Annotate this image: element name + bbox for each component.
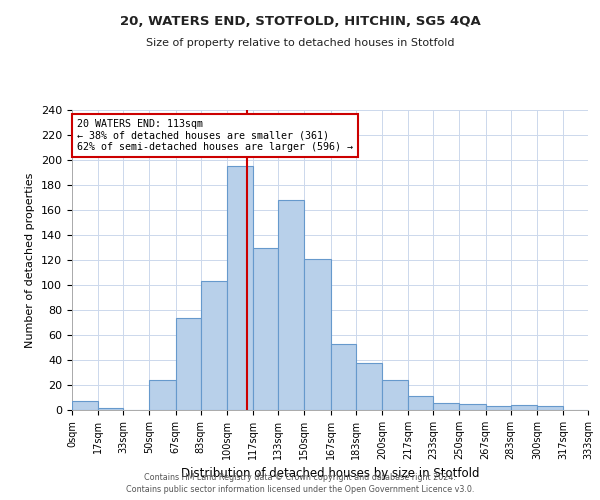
Bar bbox=[98, 408, 123, 410]
Bar bbox=[149, 380, 176, 410]
Bar bbox=[486, 406, 511, 410]
Bar bbox=[537, 406, 563, 410]
Y-axis label: Number of detached properties: Number of detached properties bbox=[25, 172, 35, 348]
Text: Contains public sector information licensed under the Open Government Licence v3: Contains public sector information licen… bbox=[126, 486, 474, 494]
Bar bbox=[200, 281, 227, 410]
Bar bbox=[176, 318, 200, 410]
Bar bbox=[304, 259, 331, 410]
Text: Contains HM Land Registry data © Crown copyright and database right 2024.: Contains HM Land Registry data © Crown c… bbox=[144, 473, 456, 482]
Bar bbox=[72, 401, 98, 410]
Bar bbox=[356, 362, 382, 410]
Bar bbox=[511, 405, 537, 410]
Bar bbox=[460, 404, 486, 410]
Bar bbox=[227, 166, 253, 410]
Bar bbox=[408, 396, 433, 410]
Text: 20, WATERS END, STOTFOLD, HITCHIN, SG5 4QA: 20, WATERS END, STOTFOLD, HITCHIN, SG5 4… bbox=[119, 15, 481, 28]
Text: 20 WATERS END: 113sqm
← 38% of detached houses are smaller (361)
62% of semi-det: 20 WATERS END: 113sqm ← 38% of detached … bbox=[77, 118, 353, 152]
Bar bbox=[278, 200, 304, 410]
X-axis label: Distribution of detached houses by size in Stotfold: Distribution of detached houses by size … bbox=[181, 468, 479, 480]
Bar bbox=[433, 402, 460, 410]
Bar bbox=[253, 248, 278, 410]
Text: Size of property relative to detached houses in Stotfold: Size of property relative to detached ho… bbox=[146, 38, 454, 48]
Bar bbox=[382, 380, 408, 410]
Bar bbox=[331, 344, 356, 410]
